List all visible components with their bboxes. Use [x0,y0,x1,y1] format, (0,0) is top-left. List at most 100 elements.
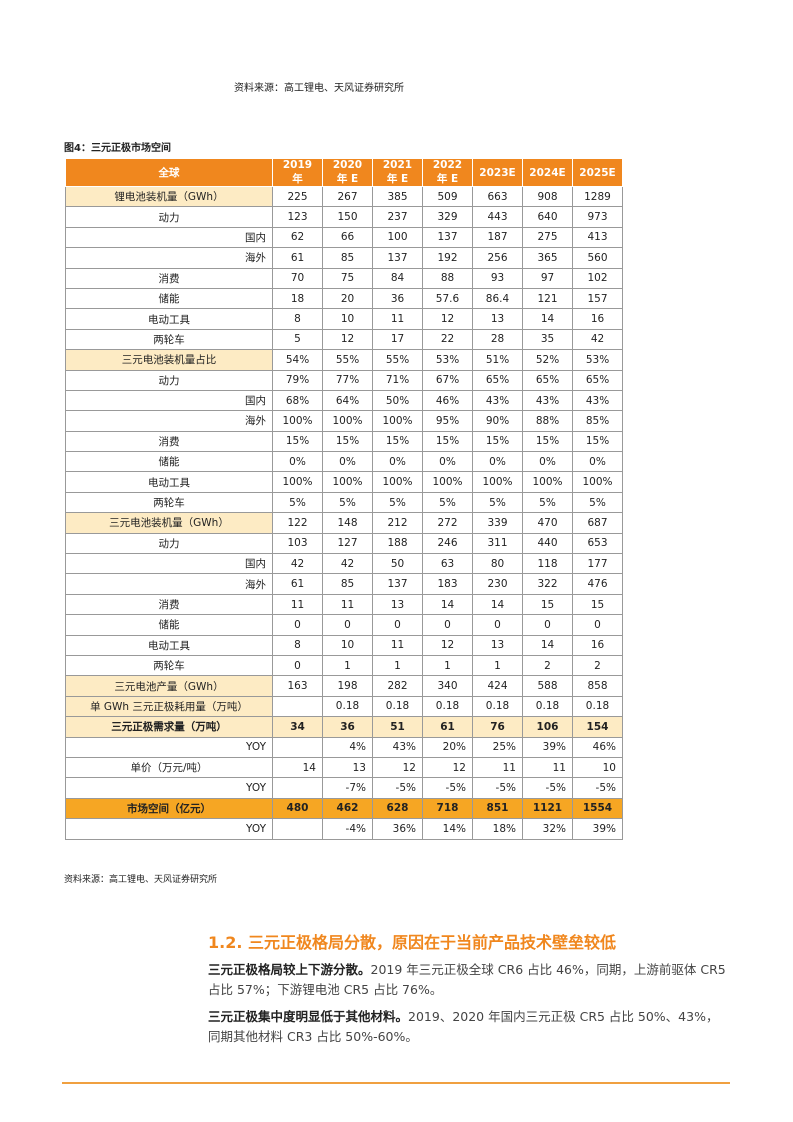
cell: 15 [522,593,573,616]
cell: 1554 [572,797,623,820]
table-row: 单 GWh 三元正极耗用量（万吨） 0.18 0.18 0.18 0.18 0.18 0.1… [65,695,623,718]
cell: 17 [372,328,423,351]
cell: 10 [322,308,373,330]
cell: 35 [522,328,573,351]
cell: 0% [472,451,523,473]
cell: 0.18 [372,695,423,718]
cell: 15% [272,430,323,453]
cell: 25% [472,736,523,758]
cell: 653 [572,532,623,555]
cell: 18 [272,287,323,310]
cell: 0.18 [422,695,473,718]
source-note: 资料来源：高工锂电、天风证券研究所 [234,83,404,94]
cell: 11 [372,634,423,656]
cell: 50% [372,389,423,412]
cell: 51 [372,716,423,738]
cell: 43% [472,389,523,412]
cell: 13 [372,593,423,616]
text: 2019 年三元正极全球 CR6 占比 46%，同期，上游前驱体 CR5 占比 … [208,962,726,997]
cell: 65% [472,369,523,391]
cell: 51% [472,349,523,371]
table-row: 储能 18 20 36 57.6 86.4 121 157 [65,287,623,310]
cell: 46% [572,736,623,758]
row-label: 储能 [65,614,273,636]
cell: 32% [522,818,573,840]
cell: 183 [422,573,473,595]
cell: 663 [472,185,523,208]
cell: 61 [272,247,323,269]
cell: 282 [372,675,423,697]
cell: 0 [572,614,623,636]
paragraph: 三元正极格局较上下游分散。2019 年三元正极全球 CR6 占比 46%，同期，… [208,960,730,1000]
cell: 0% [572,451,623,473]
cell: 267 [322,185,373,208]
cell: 65% [522,369,573,391]
cell: 718 [422,797,473,820]
cell: 5% [322,491,373,514]
cell: 225 [272,185,323,208]
table-row: 消费 15% 15% 15% 15% 15% 15% 15% [65,430,623,453]
cell: 212 [372,512,423,534]
cell: 424 [472,675,523,697]
header-row: 全球 2019 年 2020 年 E 2021 年 E 2022 年 E 2023E 202… [65,158,623,187]
cell: 329 [422,206,473,228]
cell [272,736,323,758]
row-label: YOY [65,736,273,758]
table-row: YOY 4% 43% 20% 25% 39% 46% [65,736,623,758]
table-row: 三元电池装机量占比 54% 55% 55% 53% 51% 52% 53% [65,349,623,371]
cell: 12 [422,308,473,330]
cell: 154 [572,716,623,738]
cell: 53% [572,349,623,371]
cell: 36 [322,716,373,738]
row-label: 锂电池装机量（GWh） [65,185,273,208]
cell: 42 [272,553,323,575]
cell: 77% [322,369,373,391]
cell: 1 [322,654,373,677]
cell: 86.4 [472,287,523,310]
column-header: 2022 年 E [422,158,473,187]
cell: 12 [322,328,373,351]
cell: 0 [422,614,473,636]
cell: 100% [572,471,623,493]
cell: 340 [422,675,473,697]
row-label: 电动工具 [65,471,273,493]
cell: -5% [522,777,573,799]
cell: 339 [472,512,523,534]
cell: 14 [422,593,473,616]
cell: 0.18 [522,695,573,718]
row-label: 储能 [65,451,273,473]
cell: 100% [322,410,373,432]
cell: 12 [422,634,473,656]
cell: 36 [372,287,423,310]
table-row: 海外 61 85 137 192 256 365 560 [65,247,623,269]
column-header: 2024E [522,158,573,187]
cell: 188 [372,532,423,555]
cell: 68% [272,389,323,412]
cell: 93 [472,267,523,289]
cell: -5% [472,777,523,799]
table-row: 消费 70 75 84 88 93 97 102 [65,267,623,289]
cell [272,777,323,799]
cell: 12 [422,756,473,779]
cell: 470 [522,512,573,534]
cell: 20% [422,736,473,758]
cell: 100% [372,410,423,432]
row-label: YOY [65,818,273,840]
cell: 628 [372,797,423,820]
lead: 三元正极格局较上下游分散。 [208,962,371,977]
cell: 11 [522,756,573,779]
cell: 67% [422,369,473,391]
table-row: 国内 62 66 100 137 187 275 413 [65,226,623,249]
cell: 192 [422,247,473,269]
cell: 137 [422,226,473,249]
cell: -5% [372,777,423,799]
row-label: 储能 [65,287,273,310]
cell: 53% [422,349,473,371]
cell: 64% [322,389,373,412]
cell: 34 [272,716,323,738]
cell: 97 [522,267,573,289]
cell: 11 [322,593,373,616]
table-row: 两轮车 5% 5% 5% 5% 5% 5% 5% [65,491,623,514]
cell: 12 [372,756,423,779]
cell: 0.18 [322,695,373,718]
